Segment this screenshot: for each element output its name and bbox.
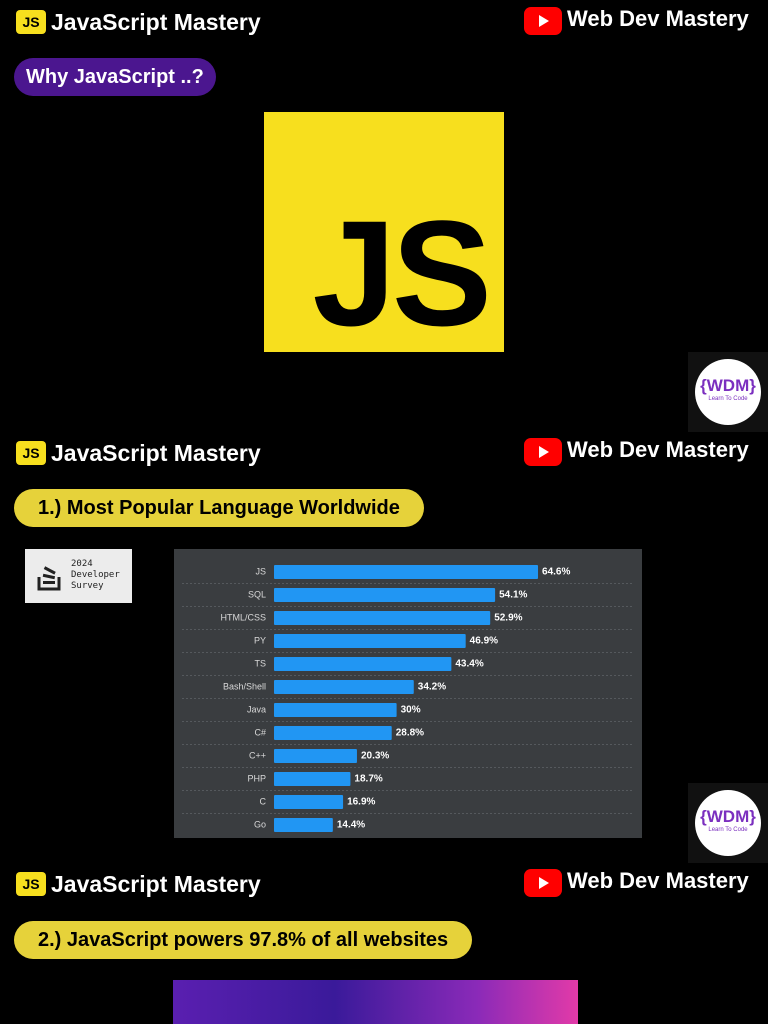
value-label: 52.9% bbox=[494, 613, 522, 624]
js-badge: JS bbox=[16, 872, 46, 896]
youtube-icon bbox=[524, 438, 562, 466]
wdm-logo: {WDM} Learn To Code bbox=[688, 352, 768, 432]
value-label: 18.7% bbox=[354, 774, 382, 785]
category-label: TS bbox=[254, 658, 266, 668]
value-label: 14.4% bbox=[337, 820, 365, 831]
value-label: 43.4% bbox=[455, 659, 483, 670]
bar bbox=[274, 565, 539, 579]
value-label: 64.6% bbox=[542, 567, 570, 578]
bar bbox=[274, 657, 452, 671]
heading-pill: 1.) Most Popular Language Worldwide bbox=[14, 489, 424, 527]
survey-line: Developer bbox=[71, 570, 120, 580]
channel: Web Dev Mastery bbox=[567, 868, 749, 893]
bar bbox=[274, 588, 496, 602]
js-badge: JS bbox=[16, 10, 46, 34]
section: JS JavaScript Mastery Web Dev Mastery Wh… bbox=[0, 0, 768, 432]
category-label: C bbox=[260, 796, 267, 806]
category-label: JS bbox=[255, 566, 266, 576]
category-label: SQL bbox=[248, 589, 266, 599]
bar bbox=[274, 749, 357, 763]
category-label: Java bbox=[247, 704, 266, 714]
value-label: 20.3% bbox=[361, 751, 389, 762]
bar bbox=[274, 772, 351, 786]
survey-line: Survey bbox=[71, 581, 104, 591]
section: JS JavaScript Mastery Web Dev Mastery 2.… bbox=[0, 862, 768, 1024]
category-label: C# bbox=[254, 727, 266, 737]
wdm-sub: Learn To Code bbox=[708, 396, 748, 402]
js-badge: JS bbox=[16, 441, 46, 465]
wdm-sub: Learn To Code bbox=[708, 827, 748, 833]
category-label: Bash/Shell bbox=[223, 681, 266, 691]
wdm-text: {WDM} bbox=[700, 807, 756, 826]
heading-pill: 2.) JavaScript powers 97.8% of all websi… bbox=[14, 921, 473, 959]
category-label: PHP bbox=[247, 773, 266, 783]
banner-image bbox=[173, 980, 578, 1024]
category-label: PY bbox=[254, 635, 266, 645]
category-label: HTML/CSS bbox=[220, 612, 266, 622]
heading-pill: Why JavaScript ..? bbox=[14, 58, 216, 96]
value-label: 30% bbox=[401, 705, 421, 716]
value-label: 16.9% bbox=[347, 797, 375, 808]
survey-year: 2024 bbox=[71, 559, 93, 569]
value-label: 46.9% bbox=[470, 636, 498, 647]
survey-text: 2024 Developer Survey bbox=[71, 559, 120, 592]
channel: Web Dev Mastery bbox=[567, 437, 749, 462]
bar bbox=[274, 726, 392, 740]
wdm-text: {WDM} bbox=[700, 376, 756, 395]
bar bbox=[274, 680, 414, 694]
brand: JavaScript Mastery bbox=[51, 440, 261, 466]
bar bbox=[274, 818, 333, 832]
js-logo: JS bbox=[264, 112, 504, 352]
wdm-logo: {WDM} Learn To Code bbox=[688, 783, 768, 863]
bar bbox=[274, 795, 344, 809]
category-label: C++ bbox=[249, 750, 266, 760]
survey-icon bbox=[37, 566, 61, 591]
value-label: 54.1% bbox=[499, 590, 527, 601]
category-label: Go bbox=[254, 819, 266, 829]
value-label: 34.2% bbox=[418, 682, 446, 693]
section: JS JavaScript Mastery Web Dev Mastery 1.… bbox=[0, 431, 768, 863]
youtube-icon bbox=[524, 7, 562, 35]
bar-chart: JS 64.6% SQL 54.1% HTML/CSS 52.9% PY 46.9% TS 43.… bbox=[174, 549, 642, 838]
brand: JavaScript Mastery bbox=[51, 871, 261, 897]
bar bbox=[274, 703, 397, 717]
youtube-icon bbox=[524, 869, 562, 897]
value-label: 28.8% bbox=[396, 728, 424, 739]
js-logo-text: JS bbox=[312, 189, 492, 357]
survey-badge: 2024 Developer Survey bbox=[25, 549, 132, 603]
bar bbox=[274, 634, 466, 648]
channel: Web Dev Mastery bbox=[567, 6, 749, 31]
bar bbox=[274, 611, 491, 625]
brand: JavaScript Mastery bbox=[51, 9, 261, 35]
